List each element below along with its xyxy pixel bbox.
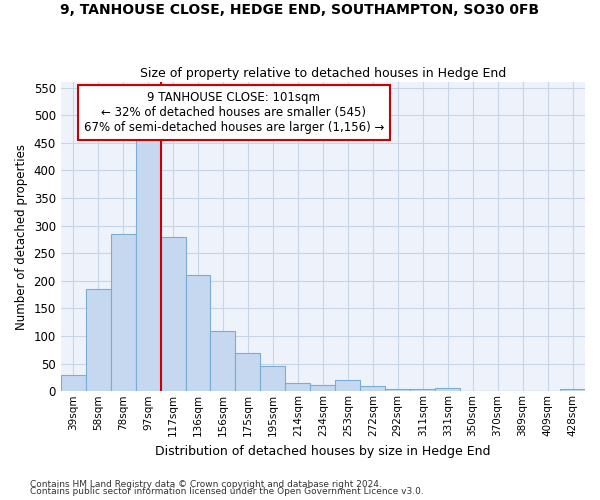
Bar: [185, 276, 211, 392]
Text: 9, TANHOUSE CLOSE, HEDGE END, SOUTHAMPTON, SO30 0FB: 9, TANHOUSE CLOSE, HEDGE END, SOUTHAMPTO…: [61, 2, 539, 16]
Title: Size of property relative to detached houses in Hedge End: Size of property relative to detached ho…: [140, 66, 506, 80]
Bar: [560, 388, 585, 392]
Text: Contains public sector information licensed under the Open Government Licence v3: Contains public sector information licen…: [30, 487, 424, 496]
Bar: [260, 366, 286, 392]
Text: Contains HM Land Registry data © Crown copyright and database right 2024.: Contains HM Land Registry data © Crown c…: [30, 480, 382, 489]
X-axis label: Distribution of detached houses by size in Hedge End: Distribution of detached houses by size …: [155, 444, 491, 458]
Bar: [385, 388, 410, 392]
Bar: [86, 289, 110, 392]
Bar: [310, 384, 335, 392]
Bar: [211, 330, 235, 392]
Bar: [136, 140, 161, 392]
Y-axis label: Number of detached properties: Number of detached properties: [15, 144, 28, 330]
Bar: [335, 380, 360, 392]
Bar: [360, 386, 385, 392]
Bar: [286, 383, 310, 392]
Bar: [161, 236, 185, 392]
Bar: [410, 388, 435, 392]
Text: 9 TANHOUSE CLOSE: 101sqm
← 32% of detached houses are smaller (545)
67% of semi-: 9 TANHOUSE CLOSE: 101sqm ← 32% of detach…: [83, 92, 384, 134]
Bar: [435, 388, 460, 392]
Bar: [110, 234, 136, 392]
Bar: [235, 352, 260, 392]
Bar: [61, 374, 86, 392]
